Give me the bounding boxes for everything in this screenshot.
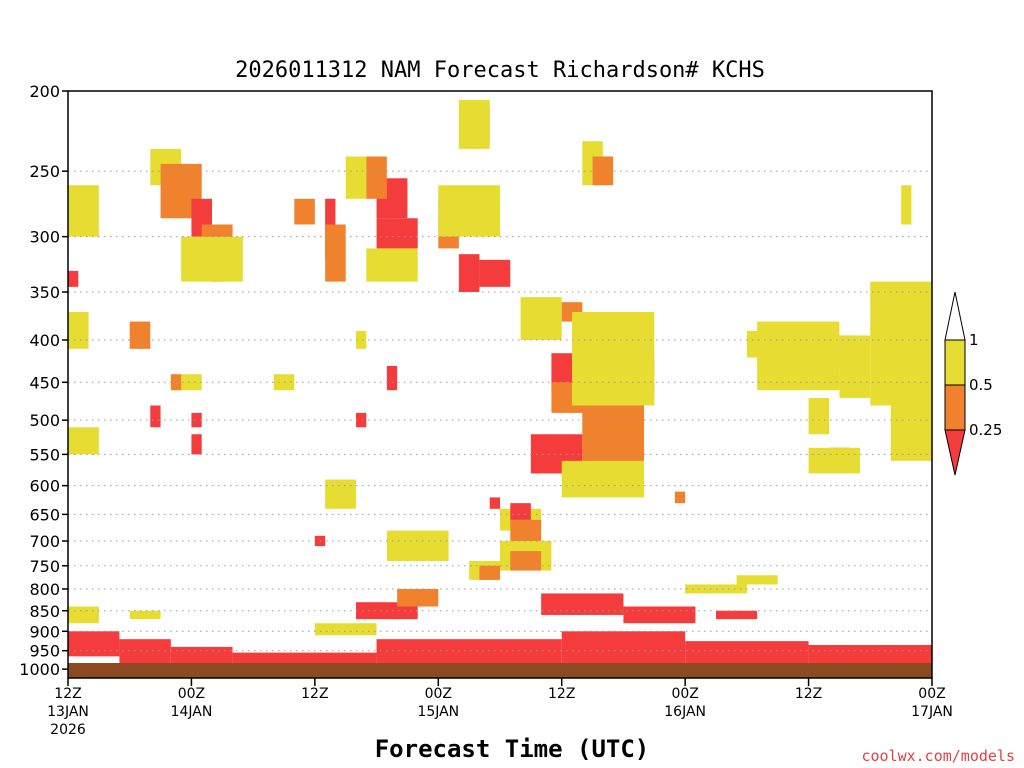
heatmap-cell-72 bbox=[890, 405, 932, 461]
x-tick-label-0-1: 12Z bbox=[54, 686, 81, 702]
x-axis: 12Z 13JAN 2026 00Z 14JAN 12Z 00Z 15JAN 12Z 00Z 16J… bbox=[47, 678, 953, 738]
heatmap-cell-22 bbox=[181, 236, 243, 282]
heatmap-cell-91 bbox=[356, 330, 367, 349]
legend-label-0: 1 bbox=[969, 331, 979, 349]
x-tick-label-3-2: 15JAN bbox=[417, 704, 459, 720]
heatmap-cell-26 bbox=[345, 156, 367, 199]
y-tick-label-350: 350 bbox=[29, 283, 60, 302]
y-tick-label-800: 800 bbox=[29, 580, 60, 599]
heatmap-cell-80 bbox=[68, 427, 99, 455]
y-axis: 200 250 300 350 400 450 500 550 600 650 700 750 800 8… bbox=[19, 82, 68, 679]
heatmap-cell-23 bbox=[294, 198, 315, 225]
heatmap-cell-8 bbox=[68, 606, 99, 624]
heatmap-cell-57 bbox=[386, 530, 449, 561]
legend-label-2: 0.25 bbox=[969, 421, 1002, 439]
x-axis-label: Forecast Time (UTC) bbox=[375, 735, 650, 763]
heatmap-cell-52 bbox=[510, 503, 531, 520]
heatmap-cell-48 bbox=[561, 460, 644, 498]
x-tick-label-0-3: 2026 bbox=[50, 722, 86, 738]
x-tick-label-7-1: 00Z bbox=[918, 686, 945, 702]
ground-band bbox=[68, 663, 932, 678]
heatmap-cells bbox=[68, 99, 932, 672]
heatmap-cell-9 bbox=[129, 610, 161, 620]
y-tick-label-750: 750 bbox=[29, 557, 60, 576]
y-tick-label-900: 900 bbox=[29, 622, 60, 641]
heatmap-cell-76 bbox=[68, 185, 99, 237]
colorbar-legend: 1 0.5 0.25 bbox=[944, 291, 1002, 476]
legend-swatch-1 bbox=[944, 384, 966, 431]
y-tick-label-450: 450 bbox=[29, 373, 60, 392]
heatmap-cell-31 bbox=[458, 254, 480, 293]
heatmap-cell-77 bbox=[68, 270, 79, 287]
heatmap-cell-74 bbox=[808, 447, 860, 474]
heatmap-cell-0 bbox=[68, 631, 120, 657]
y-tick-label-700: 700 bbox=[29, 532, 60, 551]
heatmap-cell-64 bbox=[757, 321, 840, 391]
heatmap-cell-37 bbox=[520, 297, 562, 340]
x-tick-label-0-2: 13JAN bbox=[47, 704, 89, 720]
heatmap-cell-12 bbox=[397, 588, 439, 607]
y-tick-label-550: 550 bbox=[29, 445, 60, 464]
heatmap-cell-60 bbox=[736, 575, 778, 585]
y-tick-label-400: 400 bbox=[29, 331, 60, 350]
y-tick-label-200: 200 bbox=[29, 82, 60, 101]
heatmap-cell-84 bbox=[191, 412, 202, 428]
heatmap-cell-83 bbox=[150, 405, 161, 428]
heatmap-cell-45 bbox=[572, 311, 655, 406]
heatmap-cell-14 bbox=[623, 606, 696, 624]
heatmap-cell-10 bbox=[314, 623, 377, 636]
y-tick-label-250: 250 bbox=[29, 162, 60, 181]
heatmap-cell-78 bbox=[68, 311, 89, 349]
heatmap-cell-28 bbox=[366, 156, 387, 199]
heatmap-cell-59 bbox=[479, 565, 500, 580]
y-tick-label-1000: 1000 bbox=[19, 660, 60, 679]
heatmap-cell-1 bbox=[119, 639, 171, 664]
heatmap-cell-16 bbox=[716, 610, 758, 620]
heatmap-cell-79 bbox=[129, 321, 151, 349]
x-tick-label-3-1: 00Z bbox=[425, 686, 452, 702]
plot-frame bbox=[67, 90, 933, 679]
heatmap-cell-36 bbox=[458, 99, 490, 149]
heatmap-cell-86 bbox=[325, 479, 356, 509]
heatmap-cell-30 bbox=[366, 248, 418, 282]
y-tick-label-500: 500 bbox=[29, 411, 60, 430]
heatmap-cell-25 bbox=[325, 224, 346, 282]
y-tick-label-950: 950 bbox=[29, 642, 60, 661]
x-tick-label-7-2: 17JAN bbox=[911, 704, 953, 720]
heatmap-cell-89 bbox=[386, 365, 398, 391]
legend-swatch-0 bbox=[944, 339, 966, 386]
x-tick-label-5-2: 16JAN bbox=[664, 704, 706, 720]
heatmap-cell-92 bbox=[674, 491, 686, 504]
legend-under-arrow bbox=[944, 429, 966, 476]
heatmap-cell-34 bbox=[479, 259, 511, 287]
x-tick-label-2-1: 12Z bbox=[301, 686, 328, 702]
heatmap-cell-47 bbox=[582, 405, 644, 461]
heatmap-cell-29 bbox=[376, 218, 418, 249]
x-tick-label-1-2: 14JAN bbox=[171, 704, 213, 720]
x-tick-label-6-1: 12Z bbox=[795, 686, 822, 702]
heatmap-cell-70 bbox=[870, 281, 932, 406]
x-tick-label-1-1: 00Z bbox=[178, 686, 205, 702]
heatmap-cell-65 bbox=[808, 397, 830, 435]
x-tick-label-5-1: 00Z bbox=[671, 686, 698, 702]
watermark: coolwx.com/models bbox=[861, 747, 1015, 765]
chart-title: 2026011312 NAM Forecast Richardson# KCHS bbox=[235, 58, 765, 83]
y-tick-label-650: 650 bbox=[29, 505, 60, 524]
heatmap-cell-85 bbox=[191, 434, 202, 455]
y-tick-label-300: 300 bbox=[29, 228, 60, 247]
heatmap-cell-90 bbox=[356, 412, 367, 428]
heatmap-cell-93 bbox=[489, 497, 500, 509]
x-tick-label-4-1: 12Z bbox=[548, 686, 575, 702]
heatmap-cell-13 bbox=[541, 593, 624, 615]
y-tick-label-850: 850 bbox=[29, 602, 60, 621]
heatmap-cell-75 bbox=[901, 185, 912, 225]
legend-label-1: 0.5 bbox=[969, 376, 993, 394]
heatmap-cell-53 bbox=[510, 519, 542, 542]
y-tick-label-600: 600 bbox=[29, 477, 60, 496]
heatmap-cell-33 bbox=[438, 185, 500, 237]
heatmap-cell-67 bbox=[839, 335, 871, 398]
heatmap-cell-55 bbox=[510, 551, 542, 571]
